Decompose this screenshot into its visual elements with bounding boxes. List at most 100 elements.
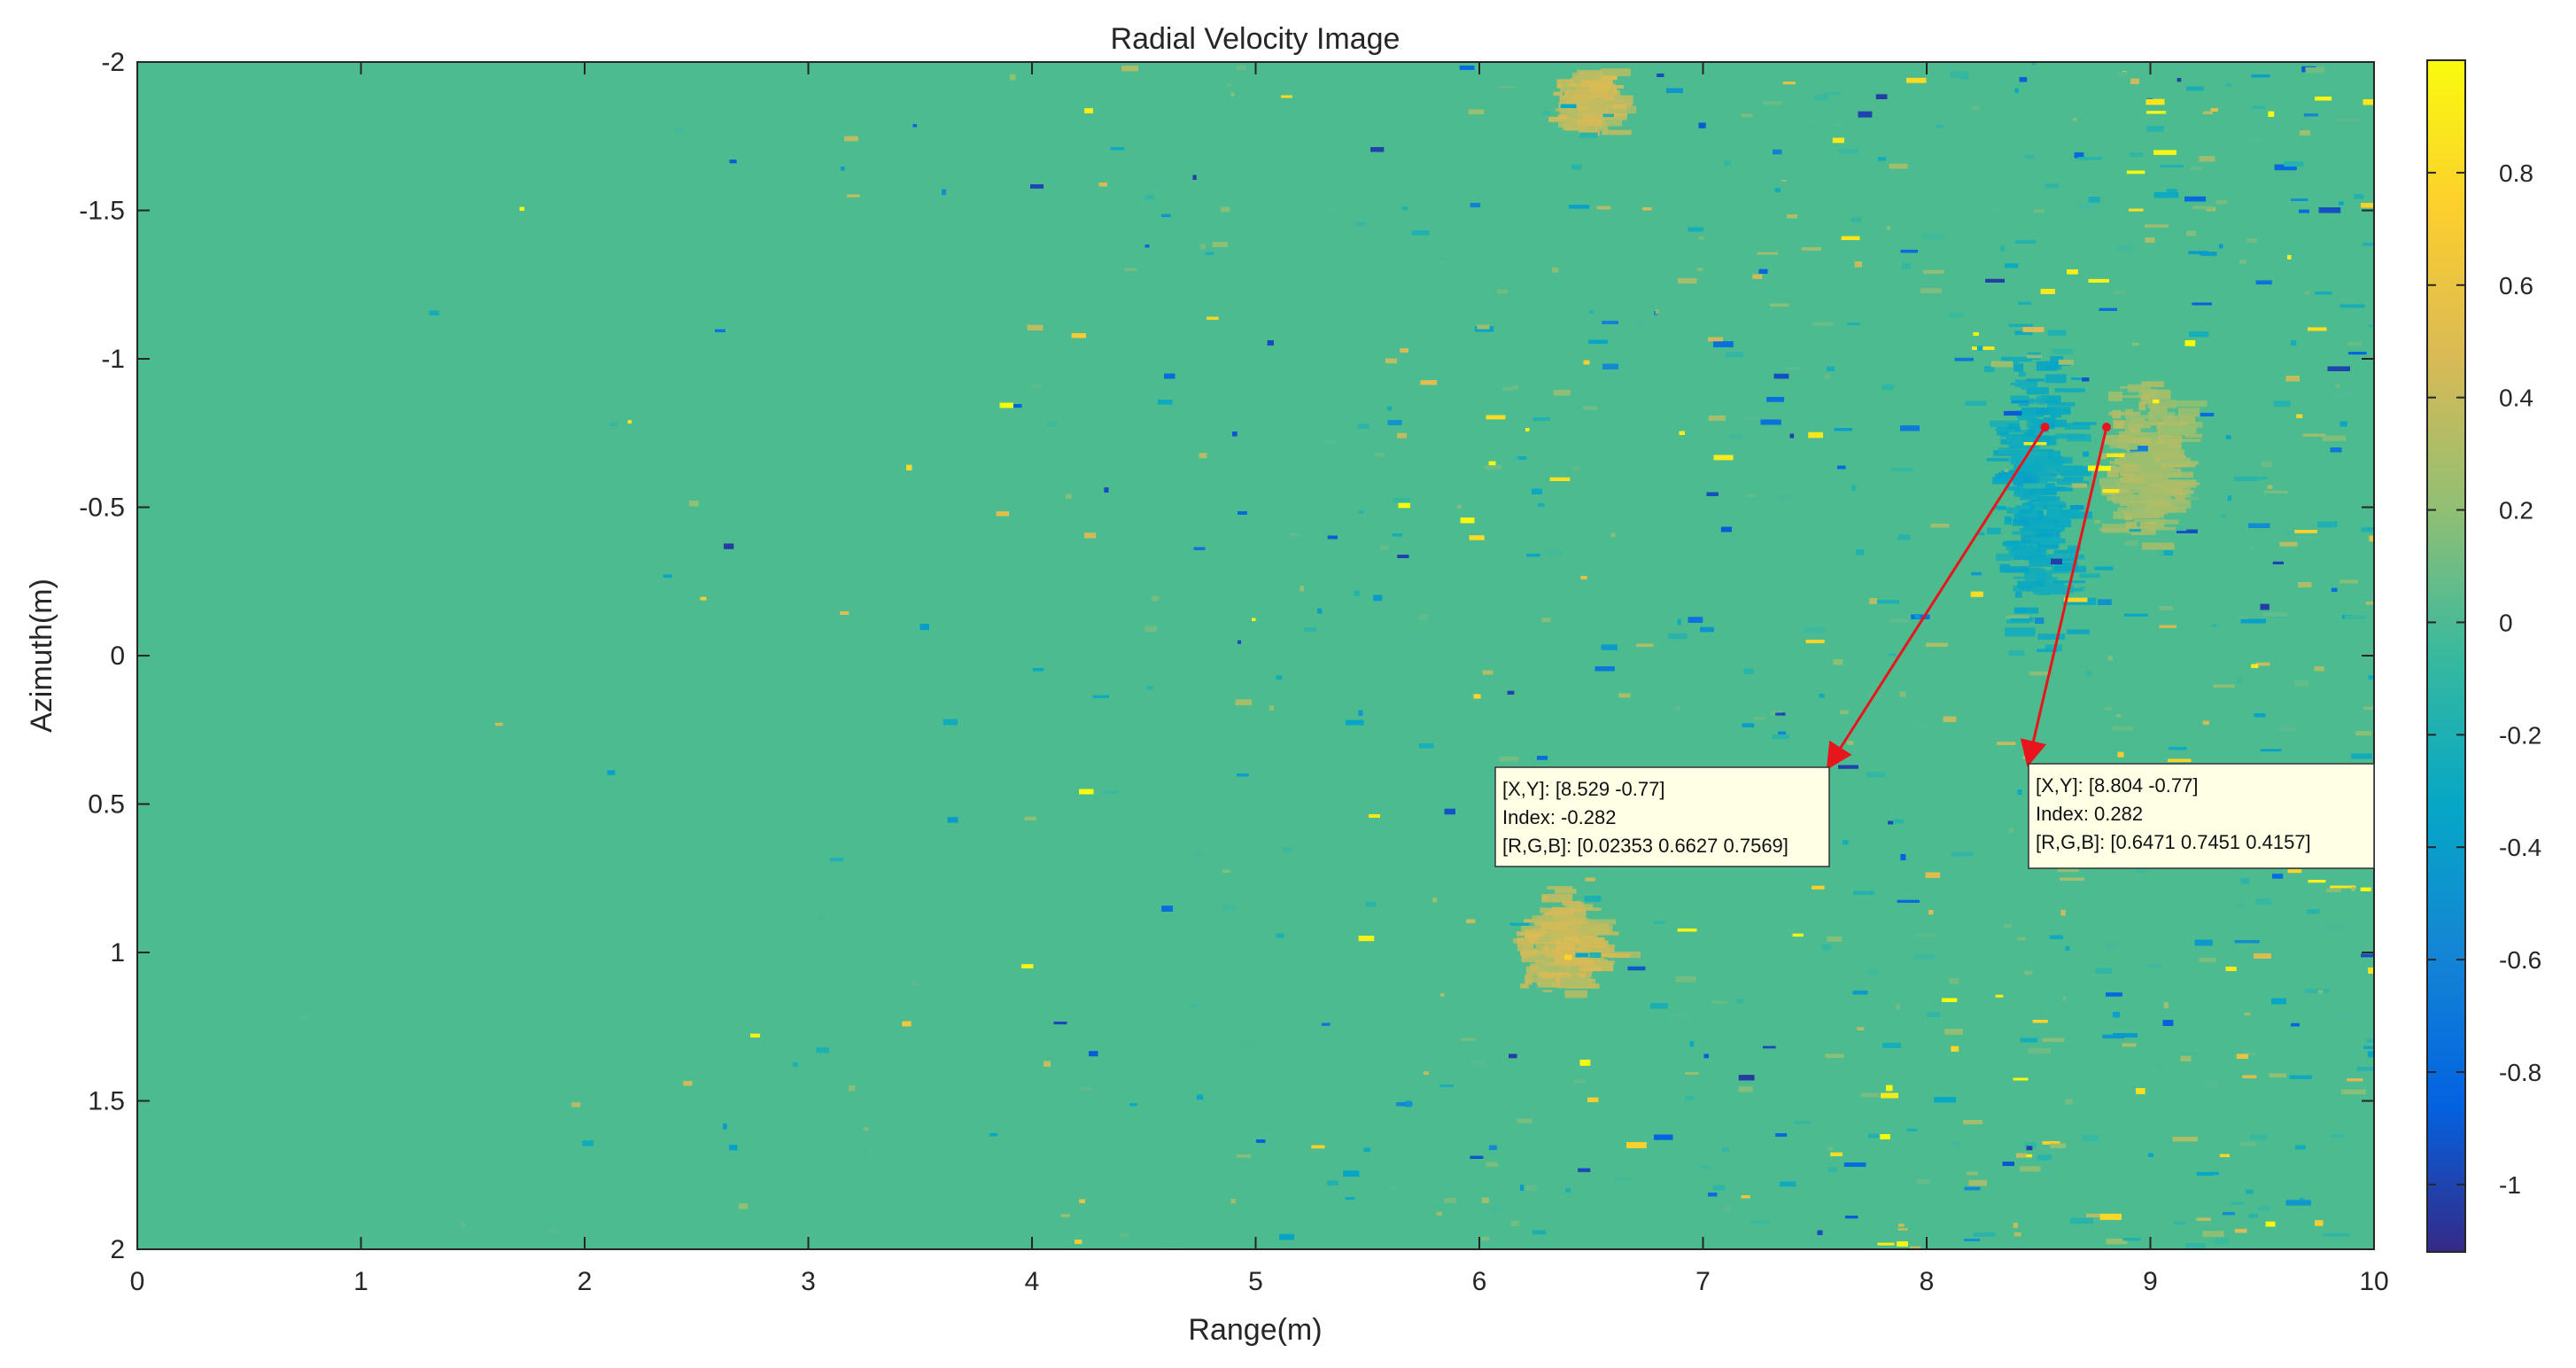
heatmap-cell bbox=[1753, 717, 1766, 720]
heatmap-cell bbox=[2023, 1154, 2032, 1158]
heatmap-cell bbox=[2168, 758, 2192, 762]
heatmap-cell bbox=[1869, 968, 1879, 975]
heatmap-cell bbox=[2240, 878, 2250, 884]
heatmap-region-cell bbox=[2046, 509, 2080, 517]
heatmap-cell bbox=[1675, 975, 1696, 983]
heatmap-cell bbox=[2251, 664, 2259, 668]
heatmap-cell bbox=[1985, 278, 2005, 283]
heatmap-region-cell bbox=[1547, 886, 1573, 890]
heatmap-cell bbox=[2294, 1145, 2306, 1150]
heatmap-cell bbox=[919, 624, 929, 631]
heatmap-cell bbox=[1861, 1092, 1880, 1098]
heatmap-cell bbox=[1610, 532, 1616, 537]
heatmap-cell bbox=[2022, 756, 2034, 759]
heatmap-cell bbox=[2014, 240, 2037, 244]
heatmap-cell bbox=[1847, 740, 1854, 745]
heatmap-region-cell bbox=[1562, 82, 1579, 92]
heatmap-region-cell bbox=[1593, 946, 1610, 952]
heatmap-region-cell bbox=[2040, 435, 2057, 446]
heatmap-cell bbox=[2373, 1116, 2374, 1123]
heatmap-region-cell bbox=[1571, 94, 1598, 100]
heatmap-cell bbox=[1241, 1042, 1253, 1048]
y-tick-label: -2 bbox=[101, 48, 125, 77]
heatmap-cell bbox=[2327, 366, 2350, 371]
heatmap-cell bbox=[1752, 274, 1763, 279]
heatmap-region-cell bbox=[2176, 490, 2194, 494]
heatmap-cell bbox=[1144, 244, 1150, 248]
heatmap-cell bbox=[1488, 461, 1496, 466]
heatmap-region-cell bbox=[1995, 505, 2006, 509]
heatmap-region-cell bbox=[2130, 526, 2156, 535]
heatmap-cell bbox=[1471, 1060, 1486, 1066]
heatmap-region-cell bbox=[1581, 115, 1599, 125]
heatmap-cell bbox=[2279, 541, 2298, 547]
heatmap-cell bbox=[723, 543, 734, 549]
heatmap-region-cell bbox=[1562, 900, 1581, 906]
heatmap-region-cell bbox=[2150, 419, 2159, 423]
heatmap-cell bbox=[1437, 260, 1449, 264]
heatmap-cell bbox=[582, 1140, 594, 1146]
heatmap-cell bbox=[2070, 505, 2084, 510]
heatmap-cell bbox=[1199, 453, 1207, 459]
heatmap-cell bbox=[1614, 1178, 1629, 1181]
heatmap-cell bbox=[1827, 936, 1843, 942]
heatmap-region-cell bbox=[2026, 448, 2054, 452]
heatmap-cell bbox=[1237, 773, 1249, 777]
heatmap-cell bbox=[2212, 1175, 2219, 1178]
heatmap-cell bbox=[2202, 720, 2209, 726]
heatmap-cell bbox=[2045, 1168, 2053, 1174]
x-tick-label: 0 bbox=[130, 1267, 145, 1296]
heatmap-cell bbox=[2009, 828, 2013, 833]
heatmap-cell bbox=[1459, 66, 1475, 70]
heatmap-cell bbox=[1897, 1228, 1908, 1231]
heatmap-cell bbox=[1925, 872, 1941, 878]
heatmap-cell bbox=[1510, 1220, 1520, 1226]
heatmap-region-cell bbox=[1571, 937, 1585, 940]
heatmap-region-cell bbox=[1986, 527, 2001, 535]
heatmap-region-cell bbox=[2015, 379, 2037, 388]
datatip-position: [X,Y]: [8.804 -0.77] bbox=[2036, 774, 2198, 797]
heatmap-cell bbox=[1654, 1134, 1673, 1140]
heatmap-region-cell bbox=[2027, 547, 2046, 556]
heatmap-region-cell bbox=[2148, 480, 2178, 487]
heatmap-region-cell bbox=[2160, 471, 2194, 478]
heatmap-cell bbox=[1516, 456, 1527, 460]
heatmap-cell bbox=[1119, 1233, 1129, 1238]
heatmap-cell bbox=[1990, 208, 1998, 212]
heatmap-region-cell bbox=[1555, 889, 1577, 894]
heatmap-cell bbox=[1432, 898, 1438, 903]
heatmap-cell bbox=[1741, 113, 1753, 118]
heatmap-cell bbox=[1396, 1102, 1413, 1107]
heatmap-region-cell bbox=[1556, 921, 1587, 924]
y-tick-label: 0 bbox=[110, 641, 125, 671]
heatmap-cell bbox=[1070, 590, 1082, 595]
heatmap-region-cell bbox=[2130, 417, 2145, 423]
heatmap-cell bbox=[1602, 363, 1618, 369]
heatmap-cell bbox=[1237, 1154, 1252, 1158]
heatmap-cell bbox=[2361, 527, 2374, 532]
heatmap-cell bbox=[2022, 483, 2045, 489]
heatmap-cell bbox=[1075, 1240, 1082, 1244]
heatmap-cell bbox=[2019, 77, 2028, 82]
heatmap-region-cell bbox=[2166, 425, 2197, 434]
heatmap-region-cell bbox=[2013, 363, 2024, 372]
datatip-index: Index: 0.282 bbox=[2036, 803, 2143, 825]
heatmap-cell bbox=[1834, 428, 1852, 431]
heatmap-cell bbox=[1013, 404, 1022, 408]
heatmap-cell bbox=[1390, 1185, 1396, 1191]
heatmap-cell bbox=[2045, 183, 2060, 189]
heatmap-cell bbox=[1677, 928, 1697, 932]
heatmap-cell bbox=[1414, 635, 1427, 641]
heatmap-cell bbox=[1089, 1051, 1098, 1057]
heatmap-cell bbox=[2268, 111, 2275, 117]
heatmap-region-cell bbox=[2143, 472, 2163, 478]
heatmap-cell bbox=[2003, 410, 2022, 416]
heatmap-cell bbox=[2047, 330, 2067, 336]
heatmap-cell bbox=[2363, 1045, 2374, 1049]
x-tick-label: 2 bbox=[578, 1267, 593, 1296]
heatmap-cell bbox=[1923, 234, 1946, 240]
heatmap-cell bbox=[2017, 789, 2022, 795]
heatmap-cell bbox=[863, 1127, 869, 1131]
colorbar-tick-label: 0 bbox=[2499, 609, 2513, 636]
heatmap-region-cell bbox=[2124, 512, 2132, 521]
